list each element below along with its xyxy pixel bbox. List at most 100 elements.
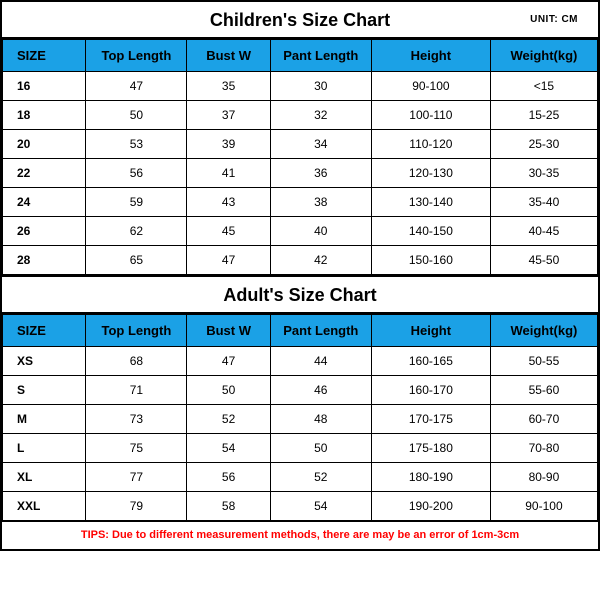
table-cell: XL bbox=[3, 463, 86, 492]
col-bust: Bust W bbox=[187, 40, 270, 72]
table-cell: 47 bbox=[187, 246, 270, 275]
table-cell: 160-165 bbox=[371, 347, 490, 376]
table-cell: 28 bbox=[3, 246, 86, 275]
table-cell: 75 bbox=[86, 434, 187, 463]
table-cell: 16 bbox=[3, 72, 86, 101]
table-row: M735248170-17560-70 bbox=[3, 405, 598, 434]
tips-note: TIPS: Due to different measurement metho… bbox=[2, 521, 598, 549]
table-cell: 45-50 bbox=[490, 246, 597, 275]
adult-table: SIZE Top Length Bust W Pant Length Heigh… bbox=[2, 314, 598, 521]
col-pant: Pant Length bbox=[270, 40, 371, 72]
table-cell: 30 bbox=[270, 72, 371, 101]
table-cell: 90-100 bbox=[371, 72, 490, 101]
table-row: 20533934110-12025-30 bbox=[3, 130, 598, 159]
table-row: 18503732100-11015-25 bbox=[3, 101, 598, 130]
table-cell: 32 bbox=[270, 101, 371, 130]
table-cell: 77 bbox=[86, 463, 187, 492]
col-height: Height bbox=[371, 40, 490, 72]
col-size: SIZE bbox=[3, 315, 86, 347]
table-cell: 160-170 bbox=[371, 376, 490, 405]
table-cell: 68 bbox=[86, 347, 187, 376]
table-cell: 43 bbox=[187, 188, 270, 217]
table-cell: 34 bbox=[270, 130, 371, 159]
table-cell: 180-190 bbox=[371, 463, 490, 492]
table-cell: 35-40 bbox=[490, 188, 597, 217]
table-cell: XS bbox=[3, 347, 86, 376]
table-cell: 54 bbox=[187, 434, 270, 463]
adult-tbody: XS684744160-16550-55S715046160-17055-60M… bbox=[3, 347, 598, 521]
table-cell: 50 bbox=[187, 376, 270, 405]
table-row: XL775652180-19080-90 bbox=[3, 463, 598, 492]
col-size: SIZE bbox=[3, 40, 86, 72]
table-cell: 80-90 bbox=[490, 463, 597, 492]
table-cell: 48 bbox=[270, 405, 371, 434]
table-cell: 120-130 bbox=[371, 159, 490, 188]
table-cell: 26 bbox=[3, 217, 86, 246]
table-cell: 130-140 bbox=[371, 188, 490, 217]
unit-label: UNIT: CM bbox=[530, 14, 578, 25]
table-cell: 79 bbox=[86, 492, 187, 521]
table-cell: 52 bbox=[270, 463, 371, 492]
table-cell: 170-175 bbox=[371, 405, 490, 434]
size-chart-container: Children's Size Chart UNIT: CM SIZE Top … bbox=[0, 0, 600, 551]
table-cell: XXL bbox=[3, 492, 86, 521]
table-cell: 40 bbox=[270, 217, 371, 246]
table-cell: 50 bbox=[270, 434, 371, 463]
table-cell: 55-60 bbox=[490, 376, 597, 405]
table-cell: 45 bbox=[187, 217, 270, 246]
table-cell: 25-30 bbox=[490, 130, 597, 159]
table-cell: 41 bbox=[187, 159, 270, 188]
table-row: 22564136120-13030-35 bbox=[3, 159, 598, 188]
table-cell: 38 bbox=[270, 188, 371, 217]
table-cell: 54 bbox=[270, 492, 371, 521]
table-cell: L bbox=[3, 434, 86, 463]
table-cell: 18 bbox=[3, 101, 86, 130]
table-cell: 56 bbox=[86, 159, 187, 188]
table-cell: <15 bbox=[490, 72, 597, 101]
table-row: L755450175-18070-80 bbox=[3, 434, 598, 463]
table-row: 28654742150-16045-50 bbox=[3, 246, 598, 275]
table-cell: M bbox=[3, 405, 86, 434]
col-top: Top Length bbox=[86, 315, 187, 347]
table-row: 24594338130-14035-40 bbox=[3, 188, 598, 217]
table-cell: 50-55 bbox=[490, 347, 597, 376]
col-top: Top Length bbox=[86, 40, 187, 72]
table-cell: 44 bbox=[270, 347, 371, 376]
table-cell: 62 bbox=[86, 217, 187, 246]
table-row: XS684744160-16550-55 bbox=[3, 347, 598, 376]
table-cell: 190-200 bbox=[371, 492, 490, 521]
table-cell: 46 bbox=[270, 376, 371, 405]
table-cell: 59 bbox=[86, 188, 187, 217]
table-cell: 22 bbox=[3, 159, 86, 188]
table-cell: 56 bbox=[187, 463, 270, 492]
table-cell: 90-100 bbox=[490, 492, 597, 521]
table-row: 1647353090-100<15 bbox=[3, 72, 598, 101]
table-cell: S bbox=[3, 376, 86, 405]
table-cell: 175-180 bbox=[371, 434, 490, 463]
table-cell: 15-25 bbox=[490, 101, 597, 130]
table-row: XXL795854190-20090-100 bbox=[3, 492, 598, 521]
table-cell: 47 bbox=[86, 72, 187, 101]
table-cell: 100-110 bbox=[371, 101, 490, 130]
table-cell: 20 bbox=[3, 130, 86, 159]
table-cell: 140-150 bbox=[371, 217, 490, 246]
table-cell: 58 bbox=[187, 492, 270, 521]
table-cell: 35 bbox=[187, 72, 270, 101]
adult-title-row: Adult's Size Chart bbox=[2, 275, 598, 314]
col-weight: Weight(kg) bbox=[490, 40, 597, 72]
table-cell: 24 bbox=[3, 188, 86, 217]
col-weight: Weight(kg) bbox=[490, 315, 597, 347]
table-cell: 30-35 bbox=[490, 159, 597, 188]
table-cell: 110-120 bbox=[371, 130, 490, 159]
children-header-row: SIZE Top Length Bust W Pant Length Heigh… bbox=[3, 40, 598, 72]
children-title: Children's Size Chart bbox=[210, 10, 390, 30]
table-cell: 70-80 bbox=[490, 434, 597, 463]
col-pant: Pant Length bbox=[270, 315, 371, 347]
table-cell: 50 bbox=[86, 101, 187, 130]
table-cell: 42 bbox=[270, 246, 371, 275]
col-height: Height bbox=[371, 315, 490, 347]
table-row: S715046160-17055-60 bbox=[3, 376, 598, 405]
table-cell: 39 bbox=[187, 130, 270, 159]
table-row: 26624540140-15040-45 bbox=[3, 217, 598, 246]
table-cell: 53 bbox=[86, 130, 187, 159]
